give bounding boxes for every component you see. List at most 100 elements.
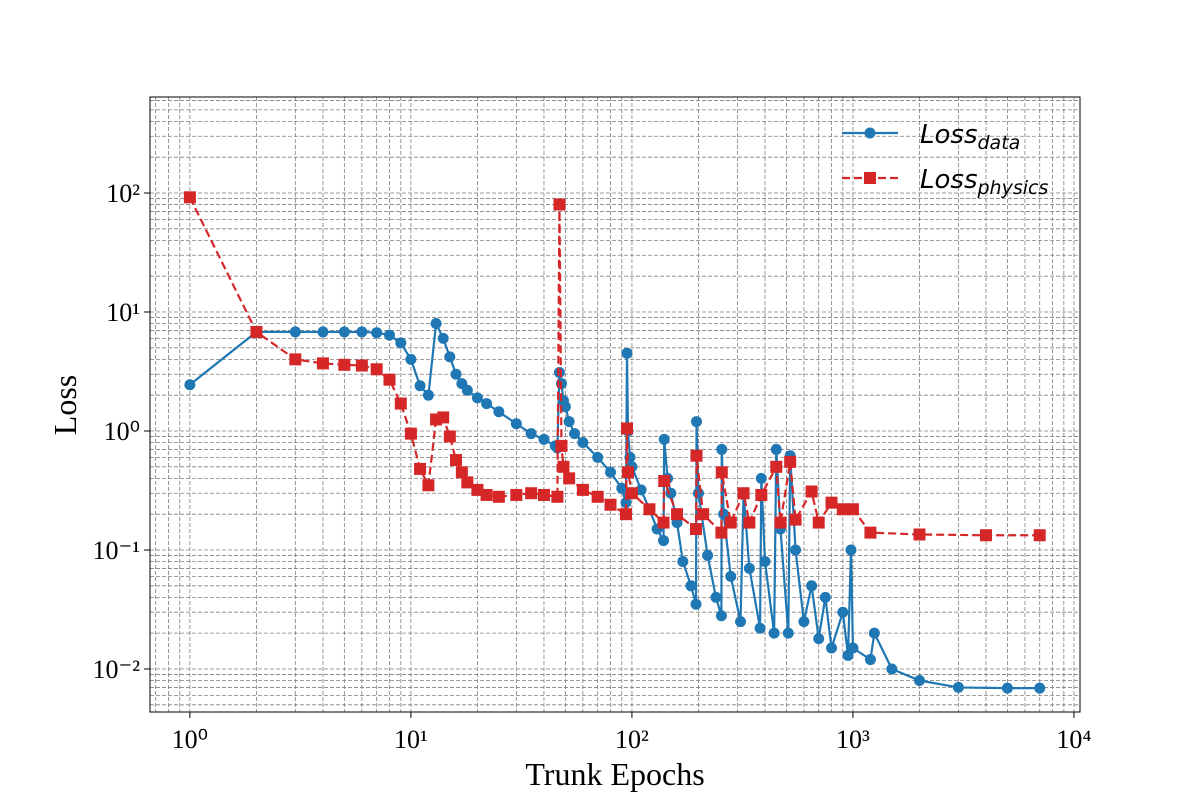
data-point xyxy=(847,642,859,654)
data-point xyxy=(819,591,831,603)
data-point xyxy=(643,503,656,516)
data-point xyxy=(635,484,647,496)
data-point xyxy=(743,516,756,529)
data-point xyxy=(690,598,702,610)
data-point xyxy=(437,332,449,344)
data-point xyxy=(1033,529,1046,542)
data-point xyxy=(715,526,728,539)
data-point xyxy=(671,508,684,521)
data-point xyxy=(569,428,581,440)
data-point xyxy=(414,380,426,392)
data-point xyxy=(790,544,802,556)
data-point xyxy=(620,497,632,509)
y-axis-label: Loss xyxy=(47,375,83,435)
data-point xyxy=(768,627,780,639)
data-point xyxy=(782,627,794,639)
y-tick-label: 10⁻¹ xyxy=(92,536,140,565)
data-point xyxy=(370,363,383,376)
data-point xyxy=(805,485,818,498)
data-point xyxy=(471,483,484,496)
data-point xyxy=(480,488,493,501)
data-point xyxy=(422,479,435,492)
data-point xyxy=(868,627,880,639)
data-point xyxy=(622,466,635,479)
data-point xyxy=(789,513,802,526)
data-point xyxy=(886,663,898,675)
data-point xyxy=(677,556,689,568)
y-tick-label: 10⁻² xyxy=(92,655,140,684)
data-point xyxy=(422,389,434,401)
data-point xyxy=(658,535,670,547)
data-point xyxy=(591,490,604,503)
data-point xyxy=(685,580,697,592)
series-line xyxy=(188,196,1040,537)
data-point xyxy=(690,523,703,536)
data-point xyxy=(557,460,570,473)
data-point xyxy=(825,496,838,509)
data-point xyxy=(250,325,263,338)
data-point xyxy=(952,681,964,693)
data-point xyxy=(492,490,505,503)
y-tick-label: 10¹ xyxy=(106,298,140,327)
data-point xyxy=(812,516,825,529)
data-point xyxy=(845,544,857,556)
data-point xyxy=(710,591,722,603)
data-point xyxy=(537,488,550,501)
data-point xyxy=(559,401,571,413)
data-point xyxy=(616,482,628,494)
data-point xyxy=(553,367,565,379)
data-point xyxy=(355,359,368,372)
data-point xyxy=(405,353,417,365)
data-point xyxy=(317,326,329,338)
data-point xyxy=(437,411,450,424)
data-point xyxy=(864,654,876,666)
data-point xyxy=(836,503,849,516)
data-point xyxy=(383,329,395,341)
data-point xyxy=(913,675,925,687)
data-point xyxy=(735,616,747,628)
x-axis-label: Trunk Epochs xyxy=(525,756,704,792)
data-point xyxy=(743,562,755,574)
data-point xyxy=(716,443,728,455)
data-point xyxy=(577,437,589,449)
data-point xyxy=(395,337,407,349)
data-point xyxy=(697,508,710,521)
data-point xyxy=(525,428,537,440)
data-point xyxy=(538,433,550,445)
data-point xyxy=(356,326,368,338)
data-point xyxy=(563,416,575,428)
data-point xyxy=(481,398,493,410)
data-point xyxy=(455,466,468,479)
data-point xyxy=(846,503,859,516)
data-point xyxy=(553,198,566,211)
data-point xyxy=(864,526,877,539)
x-tick-label: 10⁴ xyxy=(1056,725,1091,754)
data-point xyxy=(784,455,797,468)
data-point xyxy=(183,191,196,204)
data-point xyxy=(510,418,522,430)
data-point xyxy=(493,406,505,418)
data-point xyxy=(774,516,787,529)
legend-label: Lossdata xyxy=(920,120,1020,154)
data-point xyxy=(461,384,473,396)
y-tick-label: 10⁰ xyxy=(104,417,140,446)
data-point xyxy=(715,610,727,622)
data-point xyxy=(837,606,849,618)
legend-marker xyxy=(864,172,876,184)
data-point xyxy=(184,379,196,391)
y-tick-label: 10² xyxy=(106,179,140,208)
data-point xyxy=(913,528,926,541)
data-point xyxy=(289,353,302,366)
data-point xyxy=(338,326,350,338)
data-point xyxy=(461,476,474,489)
data-point xyxy=(592,451,604,463)
data-point xyxy=(625,487,638,500)
data-point xyxy=(813,633,825,645)
data-point xyxy=(404,427,417,440)
data-point xyxy=(551,490,564,503)
x-tick-label: 10⁰ xyxy=(172,725,208,754)
data-point xyxy=(715,466,728,479)
x-tick-label: 10¹ xyxy=(394,725,428,754)
data-point xyxy=(759,556,771,568)
